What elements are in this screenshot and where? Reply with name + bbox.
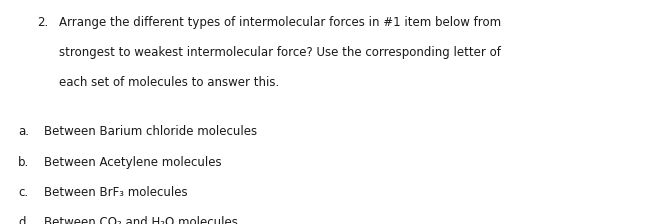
Text: c.: c. xyxy=(18,186,28,199)
Text: Between CO₂ and H₂O molecules: Between CO₂ and H₂O molecules xyxy=(44,216,238,224)
Text: 2.: 2. xyxy=(37,16,48,29)
Text: each set of molecules to answer this.: each set of molecules to answer this. xyxy=(59,76,280,89)
Text: Between BrF₃ molecules: Between BrF₃ molecules xyxy=(44,186,187,199)
Text: Arrange the different types of intermolecular forces in #1 item below from: Arrange the different types of intermole… xyxy=(59,16,501,29)
Text: Between Acetylene molecules: Between Acetylene molecules xyxy=(44,156,222,169)
Text: d.: d. xyxy=(18,216,29,224)
Text: b.: b. xyxy=(18,156,29,169)
Text: Between Barium chloride molecules: Between Barium chloride molecules xyxy=(44,125,257,138)
Text: strongest to weakest intermolecular force? Use the corresponding letter of: strongest to weakest intermolecular forc… xyxy=(59,46,501,59)
Text: a.: a. xyxy=(18,125,29,138)
